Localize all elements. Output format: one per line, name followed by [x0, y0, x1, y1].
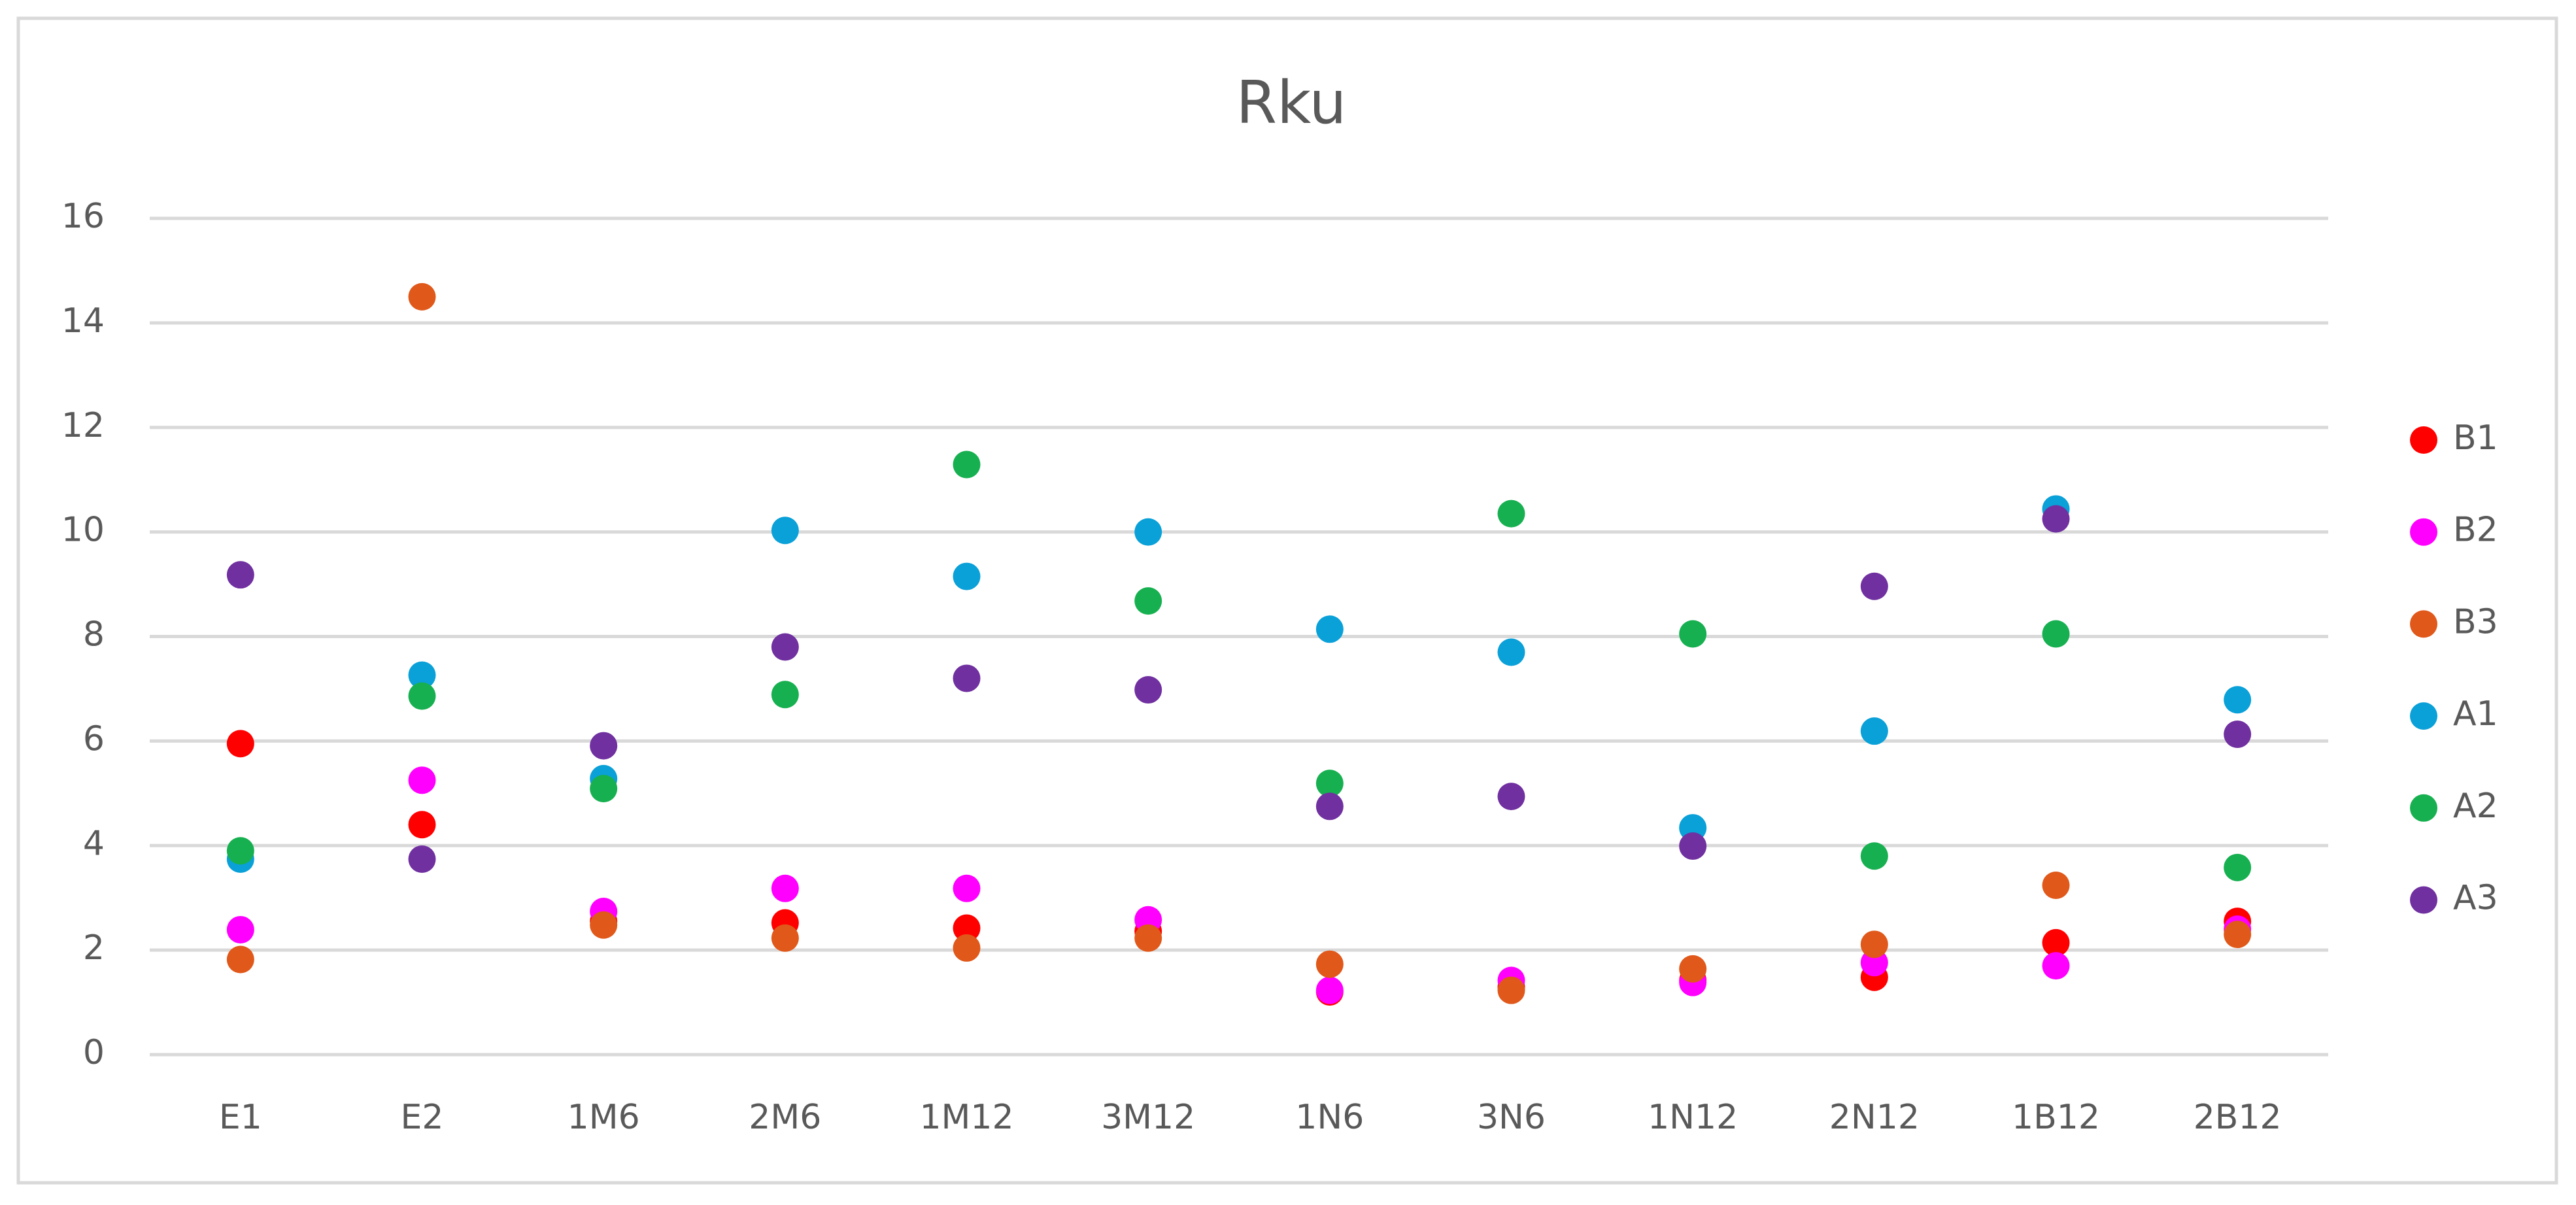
data-point — [771, 924, 799, 952]
data-point — [1315, 976, 1344, 1004]
data-point — [226, 561, 254, 589]
data-point — [408, 845, 436, 874]
legend-label: B2 — [2453, 511, 2498, 550]
data-point — [1497, 638, 1525, 666]
data-point — [2224, 720, 2252, 748]
data-point — [2042, 505, 2070, 533]
x-tick-label: 1B12 — [2012, 1098, 2100, 1137]
data-point — [1134, 924, 1162, 952]
data-point — [2224, 686, 2252, 714]
data-point — [1315, 615, 1344, 643]
data-point — [1860, 930, 1888, 959]
data-point — [1679, 832, 1707, 860]
data-point — [953, 664, 981, 692]
data-point — [771, 517, 799, 545]
legend-label: B1 — [2453, 418, 2498, 458]
x-tick-label: 1N6 — [1295, 1098, 1364, 1137]
data-point — [953, 934, 981, 962]
legend-label: A1 — [2453, 694, 2498, 734]
y-tick-label: 2 — [83, 928, 105, 968]
data-point — [1497, 500, 1525, 528]
x-tick-label: 3M12 — [1101, 1098, 1195, 1137]
x-tick-label: 1M6 — [568, 1098, 640, 1137]
data-point — [590, 732, 618, 760]
data-point — [1315, 770, 1344, 798]
legend-label: A2 — [2453, 787, 2498, 826]
y-tick-label: 4 — [83, 824, 105, 863]
data-point — [1679, 955, 1707, 983]
data-point — [1134, 676, 1162, 704]
x-tick-label: 2M6 — [749, 1098, 821, 1137]
data-point — [1134, 518, 1162, 546]
y-tick-label: 0 — [83, 1033, 105, 1072]
y-tick-label: 16 — [61, 197, 105, 236]
data-point — [408, 682, 436, 710]
data-point — [953, 450, 981, 479]
data-point — [1860, 717, 1888, 745]
data-point — [1860, 842, 1888, 870]
legend-marker — [2410, 702, 2437, 730]
legend-marker — [2410, 794, 2437, 822]
data-point — [953, 874, 981, 902]
legend-marker — [2410, 886, 2437, 914]
data-point — [226, 915, 254, 943]
data-point — [2042, 620, 2070, 648]
data-point — [1315, 792, 1344, 821]
data-point — [226, 945, 254, 974]
data-point — [2042, 872, 2070, 900]
x-tick-label: 3N6 — [1477, 1098, 1546, 1137]
data-point — [771, 874, 799, 902]
y-tick-label: 6 — [83, 719, 105, 758]
legend-marker — [2410, 518, 2437, 546]
x-tick-label: E2 — [401, 1098, 444, 1137]
data-point — [1315, 950, 1344, 978]
legend-label: B3 — [2453, 602, 2498, 641]
data-point — [1679, 620, 1707, 648]
legend-label: A3 — [2453, 879, 2498, 918]
chart-border — [16, 16, 2558, 1185]
data-point — [2224, 921, 2252, 949]
data-point — [590, 911, 618, 939]
y-tick-label: 14 — [61, 301, 105, 341]
legend-marker — [2410, 610, 2437, 638]
data-point — [226, 837, 254, 865]
data-point — [771, 633, 799, 661]
data-point — [1860, 572, 1888, 600]
y-tick-label: 10 — [61, 511, 105, 550]
x-tick-label: 2B12 — [2194, 1098, 2282, 1137]
data-point — [953, 562, 981, 590]
data-point — [408, 811, 436, 839]
data-point — [408, 282, 436, 311]
x-tick-label: 1M12 — [919, 1098, 1013, 1137]
y-tick-label: 12 — [61, 406, 105, 445]
data-point — [1497, 783, 1525, 811]
chart-title: Rku — [1236, 69, 1347, 137]
data-point — [2042, 952, 2070, 980]
data-point — [408, 661, 436, 689]
data-point — [771, 681, 799, 709]
data-point — [408, 766, 436, 794]
x-tick-label: E1 — [219, 1098, 262, 1137]
data-point — [2224, 853, 2252, 881]
data-point — [1134, 587, 1162, 615]
data-point — [590, 775, 618, 803]
legend-marker — [2410, 426, 2437, 454]
data-point — [953, 914, 981, 942]
data-point — [226, 730, 254, 758]
x-tick-label: 1N12 — [1648, 1098, 1738, 1137]
y-tick-label: 8 — [83, 615, 105, 654]
data-point — [1497, 976, 1525, 1004]
x-tick-label: 2N12 — [1829, 1098, 1920, 1137]
data-point — [2042, 928, 2070, 957]
